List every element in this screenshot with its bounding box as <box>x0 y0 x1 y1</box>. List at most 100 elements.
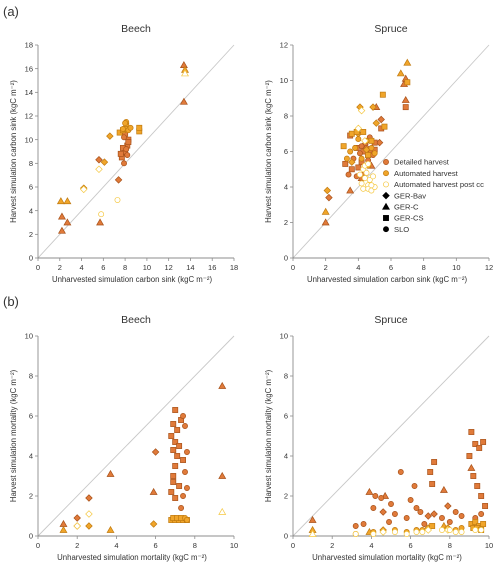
data-point <box>403 515 410 521</box>
x-tick-label: 0 <box>291 541 295 550</box>
data-point <box>379 508 387 516</box>
data-point <box>218 507 227 515</box>
data-point <box>96 218 105 226</box>
y-tick-label: 0 <box>284 254 288 263</box>
data-point <box>168 489 175 495</box>
data-point <box>172 439 179 445</box>
data-point <box>149 487 158 495</box>
y-tick-label: 0 <box>29 254 33 263</box>
y-tick-label: 12 <box>25 112 33 121</box>
data-point <box>170 473 177 479</box>
data-point <box>149 520 158 528</box>
data-point <box>417 509 424 515</box>
legend-item: GER-C <box>382 202 419 212</box>
data-point <box>348 158 356 166</box>
data-point <box>348 130 355 137</box>
data-point <box>124 152 131 158</box>
data-point <box>346 186 355 194</box>
data-point <box>172 407 179 413</box>
y-tick-label: 12 <box>280 41 288 50</box>
legend-label: GER-Bav <box>394 191 426 200</box>
data-point <box>184 485 190 491</box>
data-point <box>403 58 412 66</box>
data-point <box>404 79 411 86</box>
chart-title: Spruce <box>374 314 407 326</box>
x-tick-label: 8 <box>448 541 452 550</box>
data-point <box>360 185 367 192</box>
data-point <box>121 134 127 141</box>
data-point <box>176 443 183 449</box>
data-point <box>452 529 459 535</box>
data-point <box>397 469 404 475</box>
data-point <box>386 519 392 525</box>
y-tick-label: 6 <box>29 412 33 421</box>
data-point <box>365 152 372 158</box>
data-point <box>377 115 385 124</box>
data-point <box>85 522 93 530</box>
data-point <box>95 165 103 173</box>
data-point <box>321 207 330 215</box>
data-point <box>439 485 448 493</box>
data-point <box>360 521 367 527</box>
data-point <box>179 97 188 105</box>
y-tick-label: 2 <box>29 492 33 501</box>
x-tick-label: 6 <box>389 263 393 272</box>
data-point <box>345 171 352 178</box>
data-point <box>360 129 367 135</box>
data-point <box>121 160 127 167</box>
data-point <box>401 95 410 103</box>
data-point <box>170 421 177 427</box>
data-point <box>170 447 177 453</box>
y-tick-label: 8 <box>284 112 288 121</box>
data-point <box>431 459 438 465</box>
y-tick-label: 0 <box>29 532 33 541</box>
data-point <box>478 511 485 517</box>
data-point <box>480 521 487 527</box>
y-axis-label: Harvest simulation mortality (kgC m⁻²) <box>9 369 18 502</box>
y-tick-label: 8 <box>29 159 33 168</box>
chart-spruce-sink: Spruce 0 2 4 6 8 10 12 0 2 4 6 8 10 12 Unharvested simu… <box>264 23 493 284</box>
legend-marker <box>383 226 389 233</box>
legend-marker <box>382 202 390 210</box>
y-tick-label: 10 <box>25 135 33 144</box>
data-point <box>358 155 365 162</box>
data-point <box>472 527 479 533</box>
legend-label: GER-C <box>394 203 419 212</box>
data-point <box>407 497 414 503</box>
data-point <box>176 483 183 489</box>
x-tick-label: 2 <box>324 263 328 272</box>
data-point <box>381 123 388 130</box>
data-point <box>468 429 475 435</box>
x-tick-label: 8 <box>422 263 426 272</box>
data-point <box>218 471 227 479</box>
data-point <box>180 493 186 499</box>
data-point <box>308 515 317 523</box>
data-point <box>371 150 378 157</box>
data-point <box>174 427 181 433</box>
data-point <box>427 469 434 475</box>
data-point <box>472 441 479 447</box>
data-point <box>421 521 428 527</box>
data-point <box>391 529 398 535</box>
data-point <box>411 483 418 489</box>
y-tick-label: 4 <box>284 452 288 461</box>
x-tick-label: 8 <box>123 263 127 272</box>
data-point <box>114 176 123 184</box>
data-point <box>482 503 489 509</box>
y-tick-label: 10 <box>280 76 288 85</box>
x-tick-label: 4 <box>356 263 360 272</box>
data-point <box>357 106 366 115</box>
data-point <box>352 144 359 151</box>
legend-marker <box>383 181 389 188</box>
x-tick-label: 4 <box>79 263 83 272</box>
data-point <box>170 479 177 485</box>
data-point <box>184 449 190 455</box>
x-axis-label: Unharvested simulation carbon sink (kgC … <box>52 275 213 284</box>
x-tick-label: 10 <box>143 263 151 272</box>
data-point <box>352 523 359 529</box>
legend-label: SLO <box>394 225 409 234</box>
x-tick-label: 18 <box>230 263 238 272</box>
legend-item: Automated harvest post cc <box>383 180 484 189</box>
data-point <box>340 143 347 150</box>
x-axis-label: Unharvested simulation carbon sink (kgC … <box>307 275 468 284</box>
